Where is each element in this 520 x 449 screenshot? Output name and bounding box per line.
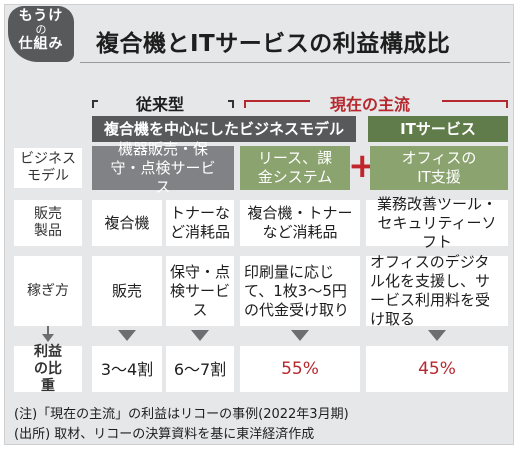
group-traditional: 従来型 — [135, 95, 184, 114]
row-label-products: 販売製品 — [14, 200, 82, 246]
badge-line1: もうけ — [18, 8, 64, 24]
cell-earning-col2: 保守・点検サービス — [166, 256, 234, 326]
row-label-business-model: ビジネスモデル — [14, 148, 82, 188]
cell-products-col4: 業務改善ツール・セキュリティーソフト — [366, 195, 508, 251]
down-arrow-icon — [118, 330, 136, 341]
cell-products-col1: 複合機 — [92, 200, 162, 246]
group-current: 現在の主流 — [329, 95, 410, 114]
source-note: (出所) 取材、リコーの決算資料を基に東洋経済作成 — [14, 427, 315, 442]
down-arrow-icon — [191, 330, 209, 341]
label-connector-line — [47, 326, 49, 336]
cell-equipment-services: 機器販売・保守・点検サービス — [92, 140, 234, 196]
cell-earning-col3: 印刷量に応じて、1枚3～5円の代金受け取り — [240, 256, 360, 326]
cell-profit-col2: 6～7割 — [166, 346, 234, 392]
page-title: 複合機とITサービスの利益構成比 — [96, 31, 451, 57]
banner-multifunction-model: 複合機を中心にしたビジネスモデル — [92, 116, 356, 142]
cell-earning-col1: 販売 — [92, 256, 162, 326]
badge-line2: の — [35, 23, 47, 36]
down-arrow-icon — [428, 330, 446, 341]
row-label-earning: 稼ぎ方 — [14, 256, 82, 326]
cell-lease-billing: リース、課金システム — [240, 146, 350, 190]
down-arrow-icon — [291, 330, 309, 341]
current-bracket — [244, 98, 508, 108]
cell-office-it-support: オフィスのIT支援 — [370, 146, 508, 190]
cell-profit-col4: 45% — [366, 346, 508, 392]
cell-products-col2: トナーなど消耗品 — [166, 200, 234, 246]
banner-it-services: ITサービス — [368, 116, 508, 142]
row-label-profit-share: 利益の比重 — [14, 344, 82, 394]
cell-products-col3: 複合機・トナーなど消耗品 — [240, 200, 360, 246]
cell-earning-col4: オフィスのデジタル化を支援し、サービス利用料を受け取る — [366, 253, 508, 328]
cell-profit-col1: 3～4割 — [92, 346, 162, 392]
footnote: (注)「現在の主流」の利益はリコーの事例(2022年3月期) — [14, 407, 349, 422]
cell-profit-col3: 55% — [240, 346, 360, 392]
label-down-arrow-icon — [42, 334, 54, 342]
traditional-bracket — [92, 98, 234, 108]
title-divider — [80, 62, 510, 63]
section-badge: もうけ の 仕組み — [8, 6, 74, 62]
badge-line3: 仕組み — [18, 36, 64, 52]
